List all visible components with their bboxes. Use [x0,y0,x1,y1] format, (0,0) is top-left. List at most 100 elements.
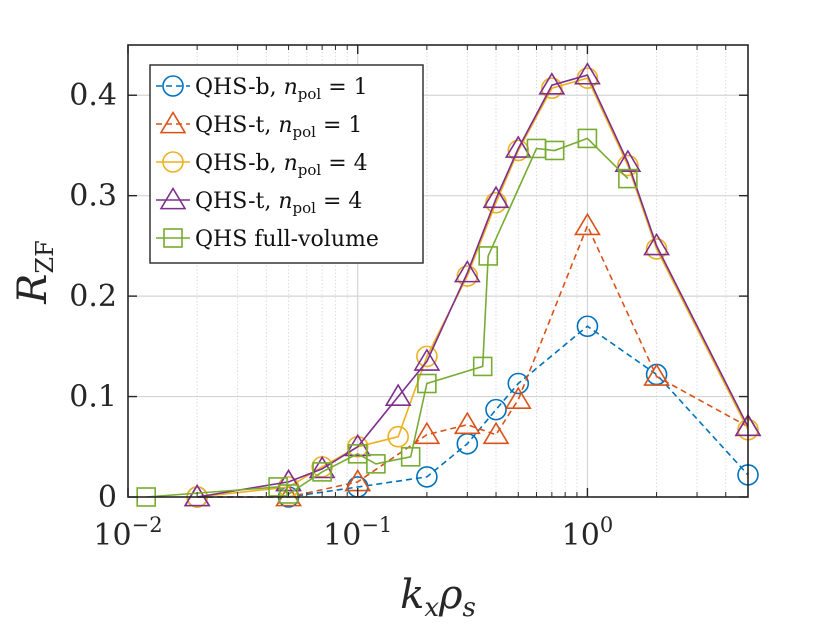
legend-marker [163,228,183,248]
data-point [643,232,670,256]
legend-label: QHS-t, npol = 4 [195,189,362,217]
data-point [387,425,409,448]
y-tick-label: 0.1 [69,380,117,415]
series-line [197,223,749,498]
legend-entry: QHS-t, npol = 4 [156,186,362,217]
legend-marker [162,75,184,97]
legend-marker [159,110,187,134]
legend-label-main: QHS-b, [195,151,284,176]
x-tick-base: 10 [562,518,600,553]
series-line [197,74,749,498]
data-point [618,168,638,189]
data-point [485,398,507,421]
data-point [413,421,441,445]
legend-entry: QHS-b, npol = 1 [156,75,368,103]
legend-label-n: n [278,113,292,138]
data-point [453,411,481,435]
data-point [507,372,530,395]
legend-label: QHS-t, npol = 1 [195,113,362,141]
x-tick-exponent: 0 [600,513,613,537]
legend-label-value: = 1 [316,113,362,138]
legend-label-subscript: pol [298,85,322,103]
data-point [544,140,565,161]
x-axis-label: kxρs [400,572,476,623]
data-point [416,345,438,368]
legend-entry: QHS full-volume [156,227,379,252]
x-tick-label: 100 [562,513,614,553]
y-axis-label: RZF [10,240,59,304]
x-tick-label: 10−1 [323,513,392,553]
legend-marker [162,151,184,173]
y-tick-label: 0.3 [69,179,117,214]
legend-box [149,64,424,264]
legend-label: QHS full-volume [195,227,379,252]
data-point [413,348,441,371]
legend-label-n: n [284,151,298,176]
legend-marker [159,186,187,210]
x-tick-base: 10 [323,518,361,553]
y-tick-label: 0 [98,480,117,515]
legend-label: QHS-b, npol = 4 [195,151,368,179]
legend-label-main: QHS-b, [195,75,284,100]
y-tick-label: 0.2 [69,279,117,314]
data-point [538,72,566,95]
legend-label-value: = 4 [316,189,362,214]
data-point [574,212,601,236]
series-line [146,137,629,498]
legend-label-main: QHS-t, [195,189,278,214]
legend-label-subscript: pol [293,123,317,141]
data-point [308,455,336,479]
series-3 [183,62,762,507]
data-point [183,483,211,507]
data-point [577,128,598,149]
data-point [278,484,299,504]
series-line [197,325,749,498]
x-tick-label: 10−2 [93,513,162,553]
data-point [541,77,563,99]
data-point [617,154,639,177]
data-point [347,444,368,464]
data-point [576,315,599,338]
legend-label-n: n [278,189,292,214]
legend-label-value: = 1 [321,75,367,100]
legend-entry: QHS-b, npol = 4 [156,151,368,179]
data-point [417,373,437,394]
x-tick-base: 10 [93,518,131,553]
data-point [614,149,642,172]
data-point [504,386,532,409]
data-point [453,259,481,283]
data-point [478,246,499,266]
legend-entry: QHS-t, npol = 1 [156,110,362,141]
y-tick-label: 0.4 [69,78,117,113]
data-point [504,135,532,158]
data-point [400,447,421,467]
legend-label-main: QHS full-volume [195,227,379,252]
legend-label-subscript: pol [298,161,322,179]
x-tick-exponent: −2 [132,513,163,537]
legend-label-n: n [284,75,298,100]
data-point [384,383,412,406]
tick-marks [127,45,748,498]
data-point [574,62,601,85]
data-point [366,454,386,474]
data-point [268,477,288,497]
data-point [645,238,668,260]
data-point [482,185,510,209]
data-point [643,363,670,386]
legend-label: QHS-b, npol = 1 [195,75,368,103]
data-point [507,139,530,162]
data-point [482,421,510,445]
plot-frame [127,44,749,498]
data-point [472,356,493,377]
data-point [312,462,332,482]
data-point [275,468,302,492]
legend-label-main: QHS-t, [195,113,278,138]
data-point [416,466,438,488]
x-tick-exponent: −1 [361,513,392,537]
legend-label-value: = 4 [321,151,367,176]
data-point [456,265,479,287]
legend-label-subscript: pol [293,199,317,217]
